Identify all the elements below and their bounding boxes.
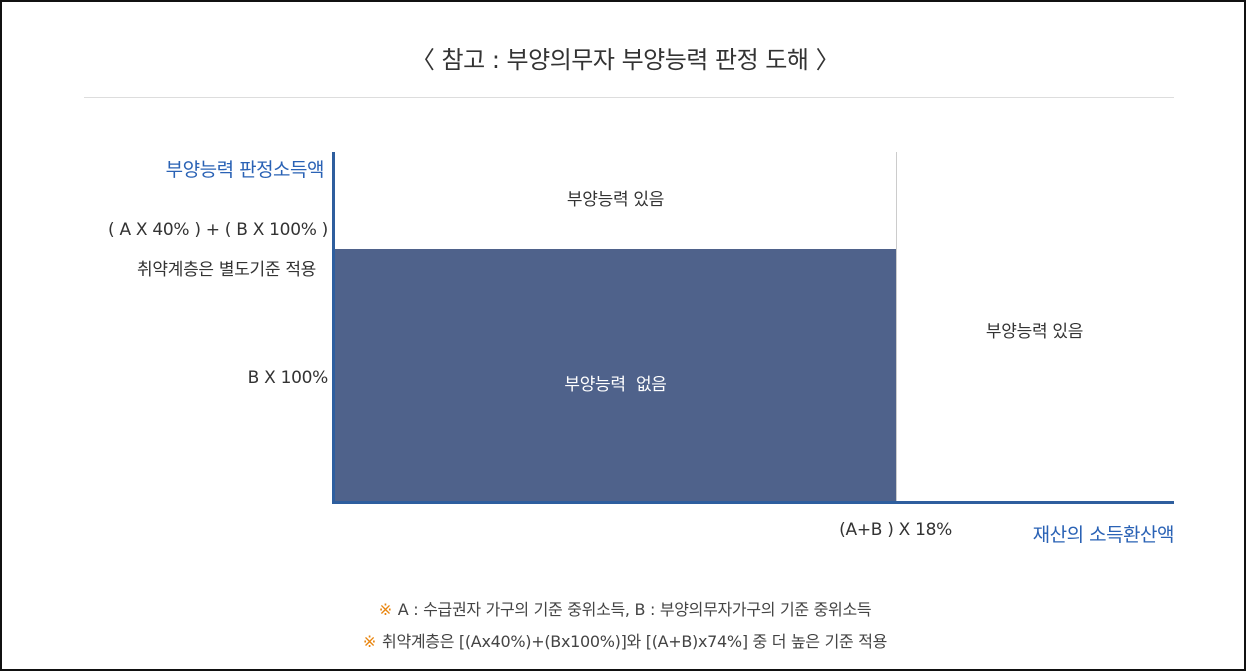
region-divider bbox=[896, 152, 897, 503]
note-text: A : 수급권자 가구의 기준 중위소득, B : 부양의무자가구의 기준 중위… bbox=[397, 600, 872, 619]
y-tick-upper-line2: 취약계층은 별도기준 적용 bbox=[137, 260, 316, 280]
y-axis-title: 부양능력 판정소득액 bbox=[165, 159, 325, 181]
note-line-2: ※ 취약계층은 [(Ax40%)+(Bx100%)]와 [(A+B)x74%] 중… bbox=[2, 628, 1246, 652]
y-tick-upper-line1: ( A X 40% ) + ( B X 100% ) bbox=[108, 220, 328, 240]
y-tick-lower: B X 100% bbox=[247, 368, 329, 388]
x-tick: (A+B ) X 18% bbox=[839, 520, 952, 540]
y-axis bbox=[332, 152, 335, 503]
region-label-dark: 부양능력 없음 bbox=[564, 375, 667, 395]
no-support-capacity-region bbox=[335, 249, 896, 501]
x-axis-title: 재산의 소득환산액 bbox=[1032, 524, 1175, 546]
page-title: 〈 참고 : 부양의무자 부양능력 판정 도해 〉 bbox=[410, 46, 840, 74]
note-text: 취약계층은 [(Ax40%)+(Bx100%)]와 [(A+B)x74%] 중 … bbox=[382, 632, 888, 651]
note-mark-icon: ※ bbox=[378, 600, 392, 619]
region-label-right: 부양능력 있음 bbox=[985, 322, 1084, 342]
x-axis bbox=[332, 501, 1174, 504]
title-divider bbox=[84, 97, 1174, 98]
region-label-top-left: 부양능력 있음 bbox=[566, 190, 665, 210]
note-mark-icon: ※ bbox=[362, 632, 377, 651]
note-line-1: ※ A : 수급권자 가구의 기준 중위소득, B : 부양의무자가구의 기준 중… bbox=[2, 596, 1246, 620]
